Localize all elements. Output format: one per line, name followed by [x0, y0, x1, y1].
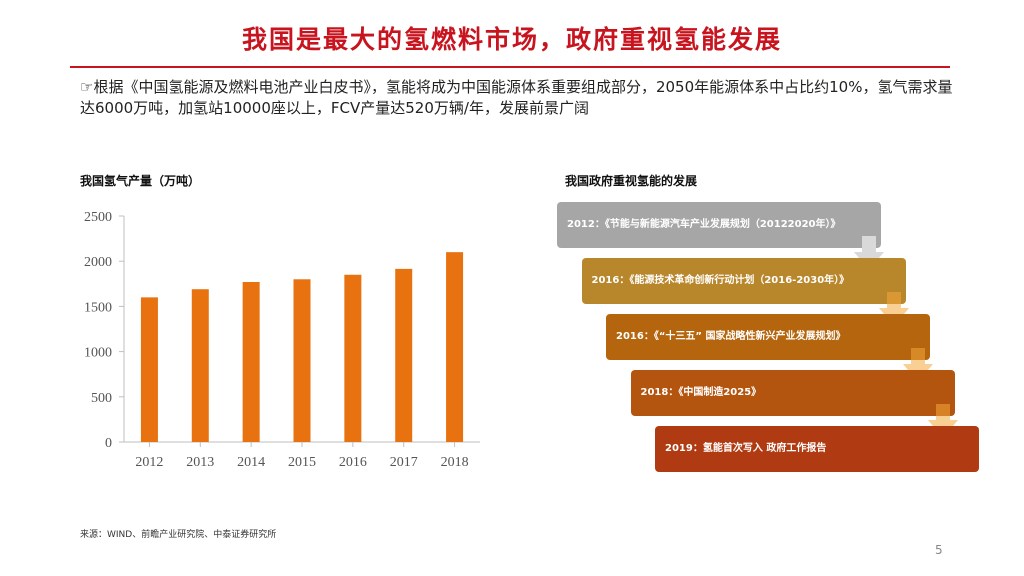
bar-2012 — [140, 297, 158, 442]
timeline-step: 2012：《节能与新能源汽车产业发展规划（20122020年）》 — [557, 202, 881, 248]
y-tick-label: 500 — [91, 391, 112, 406]
down-arrow-shape — [903, 348, 933, 382]
down-arrow-shape — [878, 292, 909, 326]
down-arrow-icon — [903, 348, 933, 382]
bar-2017 — [395, 268, 413, 442]
intro-text: 根据《中国氢能源及燃料电池产业白皮书》，氢能将成为中国能源体系重要组成部分，20… — [80, 78, 953, 117]
x-tick-label: 2015 — [288, 455, 316, 470]
x-tick-label: 2017 — [390, 455, 418, 470]
bar-2013 — [191, 289, 209, 442]
timeline-label: 我国政府重视氢能的发展 — [565, 174, 698, 188]
x-tick-label: 2014 — [237, 455, 265, 470]
y-tick-label: 2000 — [84, 255, 112, 270]
x-tick-label: 2016 — [339, 455, 367, 470]
timeline-step: 2018：《中国制造2025》 — [630, 370, 955, 416]
timeline-step-text: 2019：氢能首次写入 政府工作报告 — [665, 443, 827, 454]
down-arrow-icon — [878, 292, 909, 326]
x-tick-label: 2018 — [441, 455, 469, 470]
timeline-step: 2016：《能源技术革命创新行动计划（2016-2030年）》 — [581, 258, 906, 304]
bar-2015 — [293, 279, 311, 442]
source-note: 来源：WIND、前瞻产业研究院、中泰证券研究所 — [80, 530, 277, 540]
timeline-step-text: 2016：《能源技术革命创新行动计划（2016-2030年）》 — [591, 275, 850, 286]
intro-paragraph: ☞根据《中国氢能源及燃料电池产业白皮书》，氢能将成为中国能源体系重要组成部分，2… — [80, 77, 960, 119]
x-tick-label: 2013 — [186, 455, 214, 470]
pointing-hand-icon: ☞ — [80, 78, 94, 96]
timeline-step: 2019：氢能首次写入 政府工作报告 — [655, 426, 979, 472]
bar-2014 — [242, 281, 260, 442]
bar-2016 — [344, 274, 362, 442]
timeline-step-text: 2016：《“十三五” 国家战略性新兴产业发展规划》 — [616, 331, 846, 342]
down-arrow-icon — [854, 236, 884, 270]
page-title: 我国是最大的氢燃料市场，政府重视氢能发展 — [241, 25, 782, 54]
down-arrow-shape — [927, 404, 958, 438]
chart-label: 我国氢气产量（万吨） — [80, 174, 201, 188]
down-arrow-icon — [927, 404, 958, 438]
timeline-step: 2016：《“十三五” 国家战略性新兴产业发展规划》 — [606, 314, 930, 360]
y-tick-label: 1500 — [84, 300, 112, 315]
y-tick-label: 2500 — [84, 210, 112, 225]
page-number: 5 — [935, 543, 943, 557]
timeline-step-text: 2012：《节能与新能源汽车产业发展规划（20122020年）》 — [567, 219, 841, 230]
x-tick-label: 2012 — [135, 455, 163, 470]
y-tick-label: 1000 — [84, 346, 112, 361]
y-tick-label: 0 — [105, 436, 112, 451]
timeline-step-text: 2018：《中国制造2025》 — [640, 387, 762, 398]
bar-2018 — [446, 252, 464, 442]
hydrogen-production-chart: 0 500 1000 1500 2000 2500 2012 2013 2014 2015 2016… — [84, 210, 480, 470]
down-arrow-shape — [854, 236, 884, 270]
title-divider — [70, 66, 950, 68]
